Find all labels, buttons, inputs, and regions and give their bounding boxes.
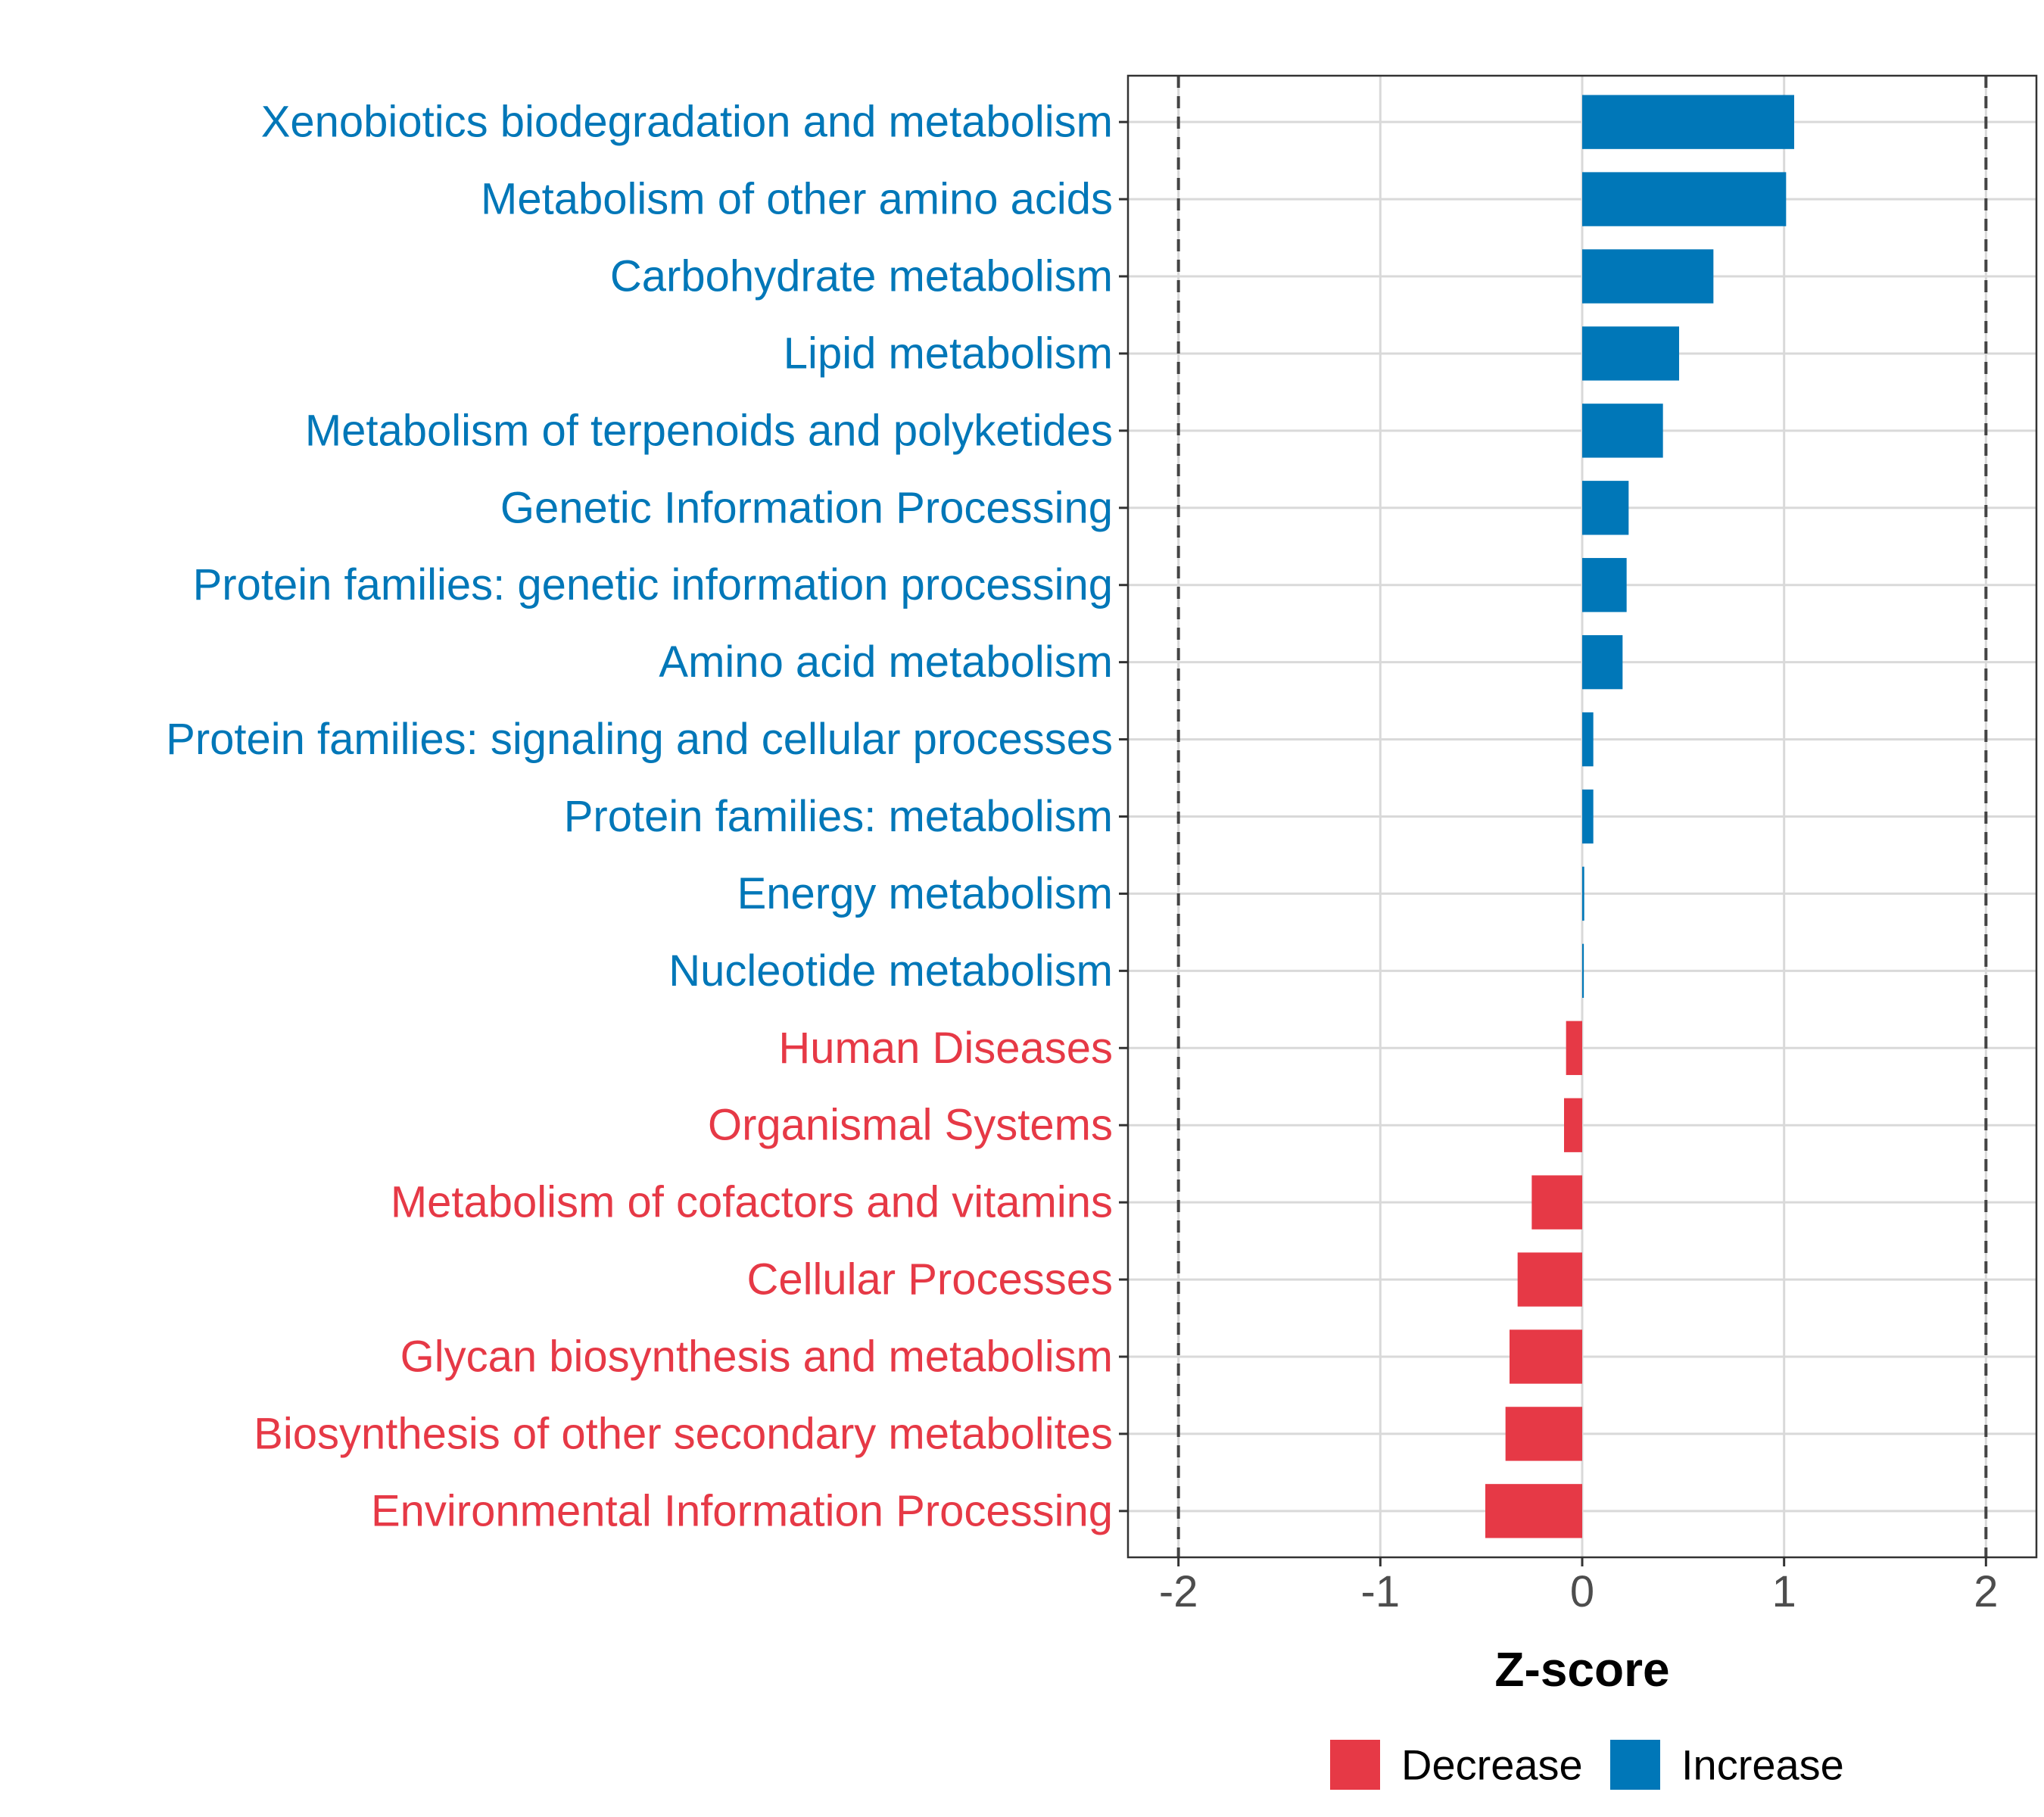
bar: [1505, 1407, 1582, 1461]
bar: [1582, 326, 1679, 381]
bar: [1582, 634, 1623, 690]
bar-layer: [1485, 95, 1794, 1538]
bar: [1582, 789, 1594, 844]
bar: [1582, 249, 1714, 304]
category-label: Organismal Systems: [708, 1101, 1113, 1150]
bar: [1510, 1329, 1582, 1384]
x-tick-label: 1: [1772, 1567, 1796, 1616]
category-label: Metabolism of other amino acids: [481, 175, 1113, 224]
bar: [1582, 404, 1663, 458]
category-label: Human Diseases: [778, 1024, 1113, 1073]
x-axis-ticks: -2 -1 0 1 2: [1159, 1557, 1998, 1616]
bar: [1485, 1484, 1582, 1538]
bar: [1582, 558, 1627, 612]
category-label: Cellular Processes: [746, 1255, 1113, 1304]
bar: [1582, 712, 1594, 767]
x-tick-label: -1: [1361, 1567, 1401, 1616]
bar: [1564, 1098, 1582, 1152]
category-label: Xenobiotics biodegradation and metabolis…: [261, 98, 1113, 147]
legend-key-increase: [1610, 1740, 1660, 1790]
reference-lines: [1176, 76, 1988, 1557]
legend-label: Increase: [1681, 1741, 1844, 1789]
category-label: Metabolism of terpenoids and polyketides: [305, 406, 1113, 455]
bar: [1582, 943, 1584, 999]
category-label: Energy metabolism: [737, 869, 1113, 918]
bar: [1582, 172, 1787, 226]
bar: [1582, 481, 1629, 535]
category-label: Nucleotide metabolism: [668, 946, 1113, 996]
category-label: Protein families: signaling and cellular…: [166, 715, 1113, 764]
category-label: Protein families: metabolism: [564, 792, 1113, 841]
y-axis-ticks: Xenobiotics biodegradation and metabolis…: [166, 98, 1128, 1535]
legend-label: Decrease: [1401, 1741, 1583, 1789]
category-label: Metabolism of cofactors and vitamins: [391, 1178, 1113, 1227]
category-label: Protein families: genetic information pr…: [193, 560, 1113, 609]
bar: [1531, 1175, 1582, 1230]
x-tick-label: 2: [1974, 1567, 1998, 1616]
legend: Decrease Increase: [1330, 1740, 1844, 1790]
category-label: Carbohydrate metabolism: [610, 252, 1113, 301]
bar: [1582, 95, 1794, 149]
category-label: Amino acid metabolism: [659, 637, 1113, 687]
category-label: Biosynthesis of other secondary metaboli…: [254, 1409, 1113, 1458]
bar: [1582, 866, 1584, 921]
category-label: Glycan biosynthesis and metabolism: [400, 1332, 1113, 1381]
category-label: Genetic Information Processing: [500, 483, 1113, 532]
category-label: Lipid metabolism: [784, 329, 1113, 378]
legend-key-decrease: [1330, 1740, 1380, 1790]
x-tick-label: 0: [1570, 1567, 1594, 1616]
x-axis-title: Z-score: [1494, 1642, 1669, 1697]
bar: [1566, 1021, 1582, 1075]
bar: [1517, 1252, 1582, 1307]
category-label: Environmental Information Processing: [371, 1486, 1113, 1535]
x-tick-label: -2: [1159, 1567, 1198, 1616]
